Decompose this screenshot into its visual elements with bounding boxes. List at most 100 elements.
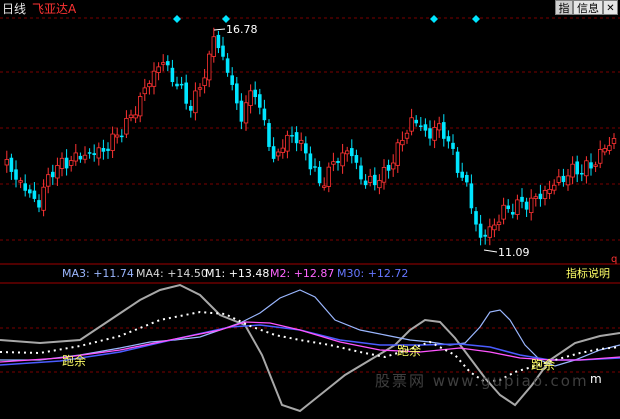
candle-body bbox=[460, 171, 464, 178]
candle-body bbox=[390, 162, 396, 170]
candle-body bbox=[137, 96, 143, 117]
candle-body bbox=[340, 152, 345, 167]
candle-body bbox=[184, 82, 188, 104]
signal-diamond bbox=[430, 15, 438, 23]
m1-value: M1: +13.48 bbox=[205, 267, 270, 280]
candle-body bbox=[552, 184, 557, 191]
candle-body bbox=[28, 189, 32, 194]
candle-body bbox=[538, 193, 543, 200]
candle-body bbox=[350, 148, 354, 157]
corner-mark: q bbox=[611, 254, 618, 265]
candle-body bbox=[359, 165, 363, 180]
candle-body bbox=[451, 142, 455, 149]
signal-diamond bbox=[472, 15, 480, 23]
candle-body bbox=[14, 169, 18, 180]
candle-body bbox=[580, 172, 584, 175]
candle-body bbox=[32, 190, 37, 199]
info-button[interactable]: 信息 bbox=[573, 0, 603, 15]
candle-body bbox=[106, 148, 110, 151]
candle-body bbox=[211, 36, 216, 57]
close-button[interactable]: ✕ bbox=[603, 0, 618, 15]
candle-body bbox=[589, 162, 593, 169]
candles-group bbox=[4, 27, 617, 246]
candle-body bbox=[515, 199, 520, 215]
candle-body bbox=[41, 186, 46, 211]
candle-body bbox=[542, 190, 548, 199]
candle-body bbox=[124, 118, 129, 135]
candle-body bbox=[235, 83, 239, 104]
candle-body bbox=[142, 87, 147, 95]
candle-body bbox=[317, 166, 322, 184]
candle-body bbox=[96, 147, 101, 159]
candle-body bbox=[151, 70, 157, 87]
signal-diamond bbox=[173, 15, 181, 23]
candle-body bbox=[367, 175, 373, 183]
candle-body bbox=[556, 176, 561, 183]
candle-body bbox=[147, 83, 152, 88]
candle-body bbox=[175, 83, 179, 87]
white-dotted-line bbox=[0, 310, 620, 384]
magenta-line bbox=[0, 321, 620, 363]
signal-label: 跑余 bbox=[531, 357, 555, 372]
candle-body bbox=[285, 134, 290, 152]
candle-body bbox=[46, 174, 51, 187]
low-price-label: 11.09 bbox=[498, 246, 530, 259]
candle-body bbox=[478, 223, 483, 238]
candle-body bbox=[239, 100, 244, 122]
candle-body bbox=[492, 224, 497, 231]
candle-body bbox=[170, 67, 175, 83]
candle-body bbox=[469, 183, 474, 209]
candle-body bbox=[258, 94, 262, 108]
candle-body bbox=[409, 117, 414, 132]
candle-body bbox=[313, 166, 317, 168]
candle-body bbox=[474, 211, 478, 225]
candle-body bbox=[253, 89, 257, 98]
candle-body bbox=[179, 83, 184, 86]
low-marker-line bbox=[483, 249, 498, 253]
candle-body bbox=[110, 133, 115, 151]
candle-body bbox=[419, 125, 423, 128]
candle-body bbox=[414, 119, 418, 124]
candle-body bbox=[221, 45, 225, 57]
candle-body bbox=[156, 66, 161, 73]
ma4-value: MA4: +14.50 bbox=[136, 267, 208, 280]
candle-body bbox=[570, 163, 575, 178]
candle-body bbox=[561, 175, 566, 183]
candle-body bbox=[607, 145, 612, 151]
indicator-button[interactable]: 指 bbox=[555, 0, 573, 15]
candle-body bbox=[64, 157, 69, 169]
candle-body bbox=[436, 123, 442, 131]
candle-body bbox=[506, 205, 510, 210]
high-price-label: 16.78 bbox=[226, 23, 258, 36]
candle-body bbox=[331, 161, 336, 165]
candle-body bbox=[202, 77, 207, 86]
candle-body bbox=[354, 155, 359, 163]
candle-body bbox=[304, 143, 308, 154]
candle-body bbox=[189, 105, 193, 111]
candle-body bbox=[133, 114, 138, 119]
candle-body bbox=[290, 135, 294, 137]
candle-body bbox=[298, 139, 304, 144]
candle-body bbox=[446, 136, 451, 142]
candle-body bbox=[395, 142, 400, 166]
signal-label: 跑余 bbox=[62, 353, 86, 368]
candle-body bbox=[483, 234, 487, 237]
candle-body bbox=[55, 165, 60, 179]
candle-body bbox=[51, 171, 55, 178]
candle-body bbox=[275, 151, 281, 157]
candle-body bbox=[511, 212, 515, 215]
stock-name: 飞亚达A bbox=[32, 2, 77, 16]
candle-body bbox=[598, 149, 603, 164]
candle-body bbox=[487, 226, 492, 238]
gray-line bbox=[0, 283, 620, 413]
candle-body bbox=[23, 183, 27, 191]
period-label[interactable]: 日线 bbox=[2, 2, 27, 16]
candle-body bbox=[533, 196, 538, 199]
candle-body bbox=[326, 166, 331, 187]
indicator-help-button[interactable]: 指标说明 bbox=[566, 267, 610, 280]
high-marker-line bbox=[213, 28, 226, 31]
m2-value: M2: +12.87 bbox=[270, 267, 335, 280]
candle-body bbox=[262, 108, 267, 121]
